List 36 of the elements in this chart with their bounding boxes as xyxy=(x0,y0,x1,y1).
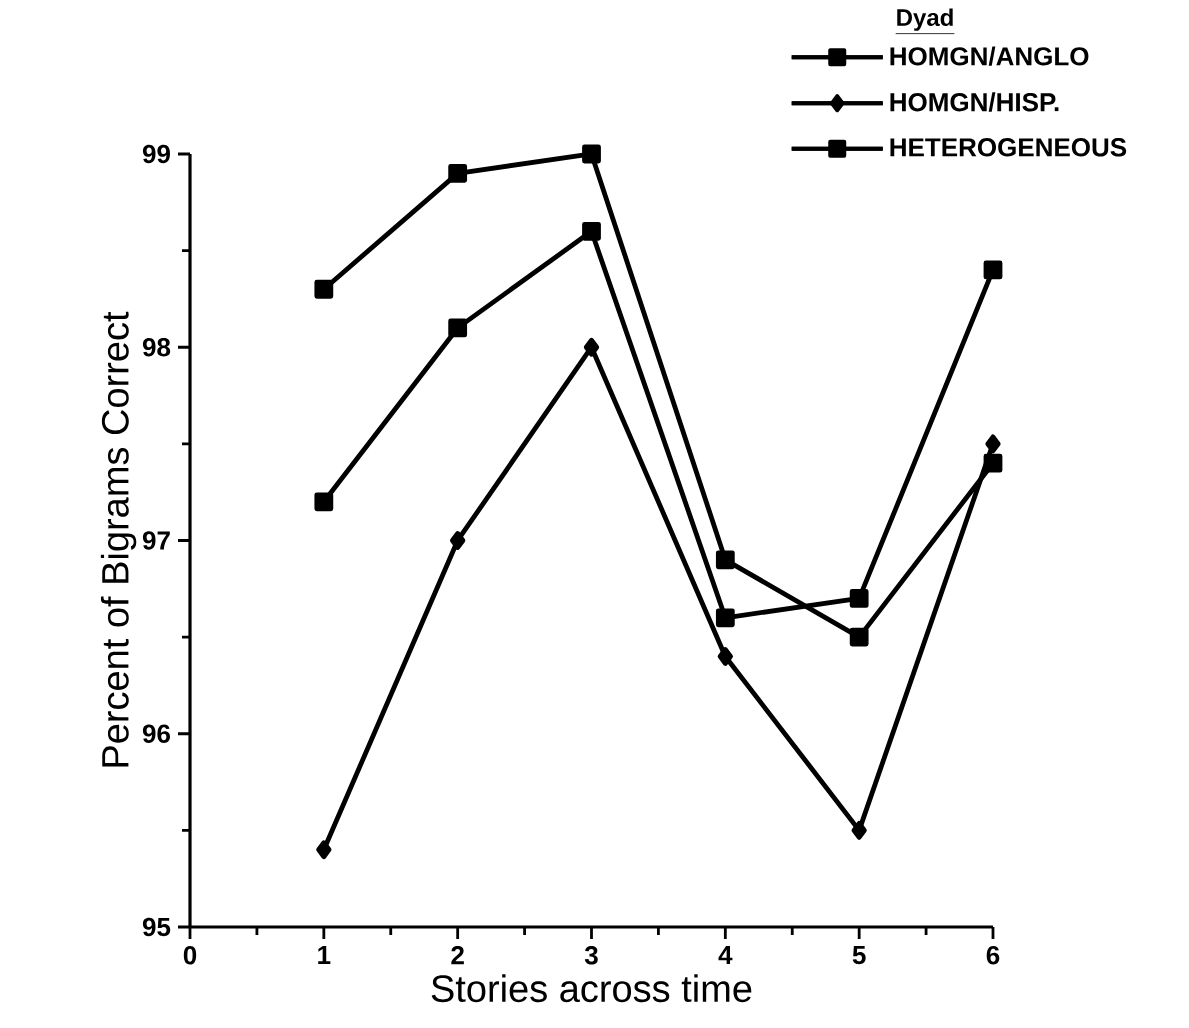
point xyxy=(985,434,1001,454)
point xyxy=(717,647,733,666)
point xyxy=(715,550,735,570)
point xyxy=(582,144,601,164)
point xyxy=(314,492,334,512)
point xyxy=(851,820,867,840)
point xyxy=(849,589,869,608)
x-axis-title: Stories across time xyxy=(431,974,752,1003)
y-tick-label: 96 xyxy=(142,724,170,743)
point xyxy=(316,840,332,860)
legend-label: HOMGN/ANGLO xyxy=(890,46,1089,66)
y-tick-label: 97 xyxy=(142,531,170,550)
point xyxy=(314,279,334,299)
y-tick-label: 99 xyxy=(142,144,170,164)
point xyxy=(849,627,869,647)
x-tick-label: 5 xyxy=(852,946,866,965)
y-tick-label: 95 xyxy=(142,917,171,937)
x-tick-label: 1 xyxy=(318,946,331,964)
x-tick-label: 4 xyxy=(718,946,733,964)
x-tick-label: 3 xyxy=(584,946,598,965)
y-tick-label: 98 xyxy=(142,338,171,357)
point xyxy=(983,260,1003,280)
legend-label: HETEROGENEOUS xyxy=(890,138,1127,157)
point xyxy=(983,453,1003,473)
point xyxy=(715,608,735,628)
point xyxy=(582,221,601,241)
point xyxy=(448,318,468,338)
point xyxy=(450,531,466,550)
x-tick-label: 2 xyxy=(451,946,464,965)
x-tick-label: 6 xyxy=(986,946,1000,965)
point xyxy=(448,163,468,183)
y-axis-title: Percent of Bigrams Correct xyxy=(100,311,137,767)
legend-label: HOMGN/HISP. xyxy=(890,92,1059,112)
legend-title: Dyad xyxy=(897,8,953,31)
point xyxy=(583,337,600,357)
x-tick-label: 0 xyxy=(183,946,197,965)
